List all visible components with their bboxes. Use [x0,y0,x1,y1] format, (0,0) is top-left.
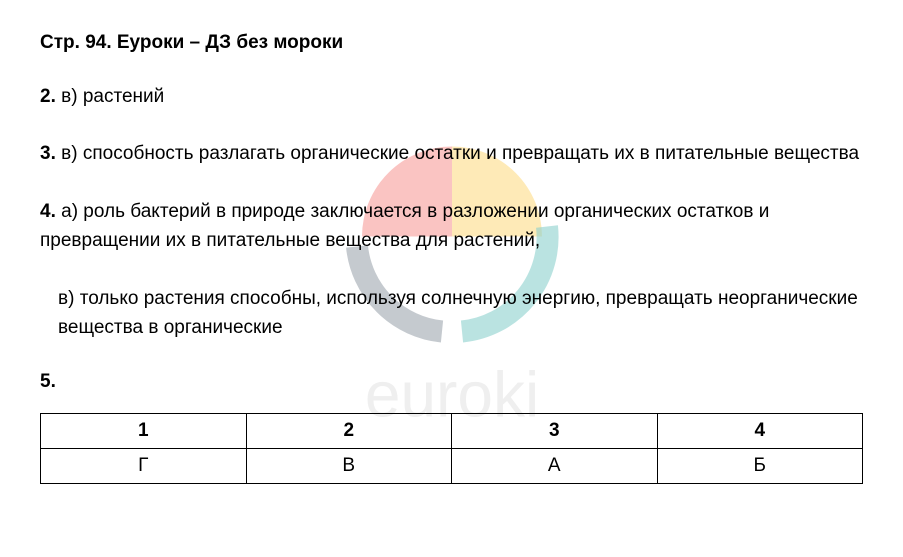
answer-text: в) способность разлагать органические ос… [56,143,859,164]
table-cell: Г [41,448,247,483]
answer-4a: 4. а) роль бактерий в природе заключаетс… [40,197,863,256]
table-cell: В [246,448,452,483]
table-cell: Б [657,448,863,483]
question-number: 2. [40,86,56,107]
answer-table: 1 2 3 4 Г В А Б [40,413,863,484]
table-header-cell: 3 [452,413,658,448]
answer-text: а) роль бактерий в природе заключается в… [40,201,769,251]
table-cell: А [452,448,658,483]
table-header-cell: 2 [246,413,452,448]
question-number: 3. [40,143,56,164]
answer-3: 3. в) способность разлагать органические… [40,139,863,168]
question-5-number: 5. [40,371,863,393]
answer-4v: в) только растения способны, используя с… [40,284,863,343]
table-header-row: 1 2 3 4 [41,413,863,448]
table-header-cell: 4 [657,413,863,448]
page-title: Стр. 94. Еуроки – ДЗ без мороки [40,32,863,54]
answer-text: в) растений [56,86,164,107]
table-header-cell: 1 [41,413,247,448]
answer-2: 2. в) растений [40,82,863,111]
question-number: 4. [40,201,56,222]
document-content: Стр. 94. Еуроки – ДЗ без мороки 2. в) ра… [40,32,863,484]
table-data-row: Г В А Б [41,448,863,483]
